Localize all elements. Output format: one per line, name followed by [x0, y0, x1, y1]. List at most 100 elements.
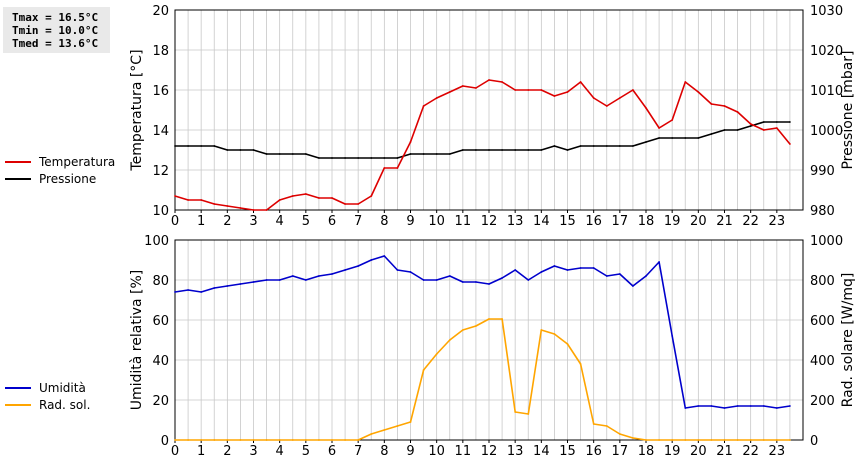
data-point-umidita — [501, 277, 503, 279]
data-point-umidita — [671, 335, 674, 337]
data-point-umidita — [658, 261, 660, 263]
data-point-umidita — [645, 275, 647, 277]
x-tick-label: 8 — [380, 444, 388, 459]
data-point-pressione — [645, 141, 647, 143]
data-point-pressione — [710, 133, 713, 135]
legend-swatch-rad-sol — [5, 403, 31, 406]
data-point-umidita — [566, 269, 569, 271]
data-point-pressione — [226, 149, 229, 151]
legend-swatch-temperatura — [5, 160, 31, 163]
data-point-temperatura — [697, 91, 700, 93]
data-point-rad-sol — [736, 439, 739, 441]
data-point-pressione — [174, 145, 176, 147]
data-point-rad-sol — [488, 318, 490, 320]
data-point-umidita — [723, 407, 726, 409]
x-tick-label: 21 — [716, 444, 733, 459]
data-point-pressione — [579, 145, 582, 147]
y2-tick-label: 1020 — [810, 44, 843, 59]
y2-axis-label: Pressione [mbar] — [840, 50, 856, 169]
x-tick-label: 13 — [507, 214, 524, 229]
series-line-rad-sol — [175, 318, 790, 441]
legend-swatch-pressione — [5, 177, 31, 180]
data-point-rad-sol — [540, 329, 543, 331]
data-point-rad-sol — [762, 439, 765, 441]
data-point-pressione — [435, 153, 438, 155]
y2-tick-label: 1030 — [810, 4, 843, 19]
data-point-rad-sol — [605, 425, 608, 427]
legend-label-pressione: Pressione — [39, 171, 97, 186]
data-point-pressione — [383, 157, 386, 159]
data-point-pressione — [762, 121, 765, 123]
data-point-umidita — [618, 273, 621, 275]
data-point-rad-sol — [331, 439, 333, 441]
y-tick-label: 16 — [152, 84, 169, 99]
data-point-rad-sol — [396, 425, 399, 427]
data-point-rad-sol — [501, 318, 503, 320]
x-tick-label: 16 — [585, 444, 602, 459]
data-point-rad-sol — [304, 439, 307, 441]
data-point-rad-sol — [632, 437, 634, 439]
x-tick-label: 4 — [276, 444, 284, 459]
data-point-temperatura — [331, 197, 333, 199]
y-tick-label: 0 — [161, 434, 169, 449]
data-point-temperatura — [344, 203, 346, 205]
legend-label-umidita: Umidità — [39, 380, 86, 395]
x-tick-label: 0 — [171, 444, 179, 459]
x-tick-label: 8 — [380, 214, 388, 229]
data-point-pressione — [475, 149, 477, 151]
tmax-label: Tmax = 16.5°C — [12, 11, 99, 24]
data-point-umidita — [318, 275, 320, 277]
legend-top: Temperatura Pressione — [5, 153, 115, 187]
data-point-rad-sol — [318, 439, 320, 441]
data-point-umidita — [409, 271, 412, 273]
data-point-temperatura — [278, 199, 281, 201]
data-point-rad-sol — [658, 439, 660, 441]
data-point-temperatura — [723, 105, 726, 107]
data-point-temperatura — [540, 89, 543, 91]
data-point-rad-sol — [618, 433, 621, 435]
data-point-temperatura — [671, 119, 674, 121]
x-tick-label: 20 — [690, 444, 707, 459]
data-point-rad-sol — [553, 333, 556, 335]
y-tick-label: 20 — [152, 4, 169, 19]
data-point-pressione — [344, 157, 346, 159]
data-point-pressione — [200, 145, 203, 147]
data-point-pressione — [632, 145, 634, 147]
data-point-pressione — [618, 145, 621, 147]
data-point-umidita — [527, 279, 530, 281]
data-point-umidita — [226, 285, 229, 287]
y-tick-label: 12 — [152, 164, 169, 179]
y-tick-label: 80 — [152, 274, 169, 289]
legend-item-umidita: Umidità — [5, 379, 90, 396]
y2-tick-label: 0 — [810, 434, 818, 449]
data-point-temperatura — [658, 127, 660, 129]
x-tick-label: 2 — [223, 444, 231, 459]
data-point-temperatura — [475, 87, 477, 89]
data-point-rad-sol — [213, 439, 216, 441]
data-point-rad-sol — [723, 439, 726, 441]
data-point-umidita — [540, 271, 543, 273]
data-point-pressione — [736, 129, 739, 131]
stats-box: Tmax = 16.5°C Tmin = 10.0°C Tmed = 13.6°… — [3, 7, 110, 53]
data-point-temperatura — [291, 195, 294, 197]
x-tick-label: 7 — [354, 214, 362, 229]
x-tick-label: 11 — [455, 444, 472, 459]
data-point-umidita — [710, 405, 713, 407]
data-point-rad-sol — [435, 353, 438, 355]
data-point-umidita — [357, 265, 360, 267]
x-tick-label: 22 — [742, 214, 759, 229]
y2-tick-label: 1000 — [810, 124, 843, 139]
y-tick-label: 100 — [144, 234, 169, 249]
data-point-temperatura — [396, 167, 399, 169]
y2-axis-label: Rad. solare [W/mq] — [840, 273, 856, 408]
data-point-umidita — [383, 255, 386, 257]
data-point-temperatura — [187, 199, 190, 201]
data-point-pressione — [239, 149, 242, 151]
data-point-umidita — [265, 279, 268, 281]
data-point-temperatura — [318, 197, 320, 199]
data-point-rad-sol — [252, 439, 255, 441]
data-point-rad-sol — [174, 439, 176, 441]
x-tick-label: 16 — [585, 214, 602, 229]
data-point-temperatura — [357, 203, 360, 205]
data-point-temperatura — [461, 85, 464, 87]
